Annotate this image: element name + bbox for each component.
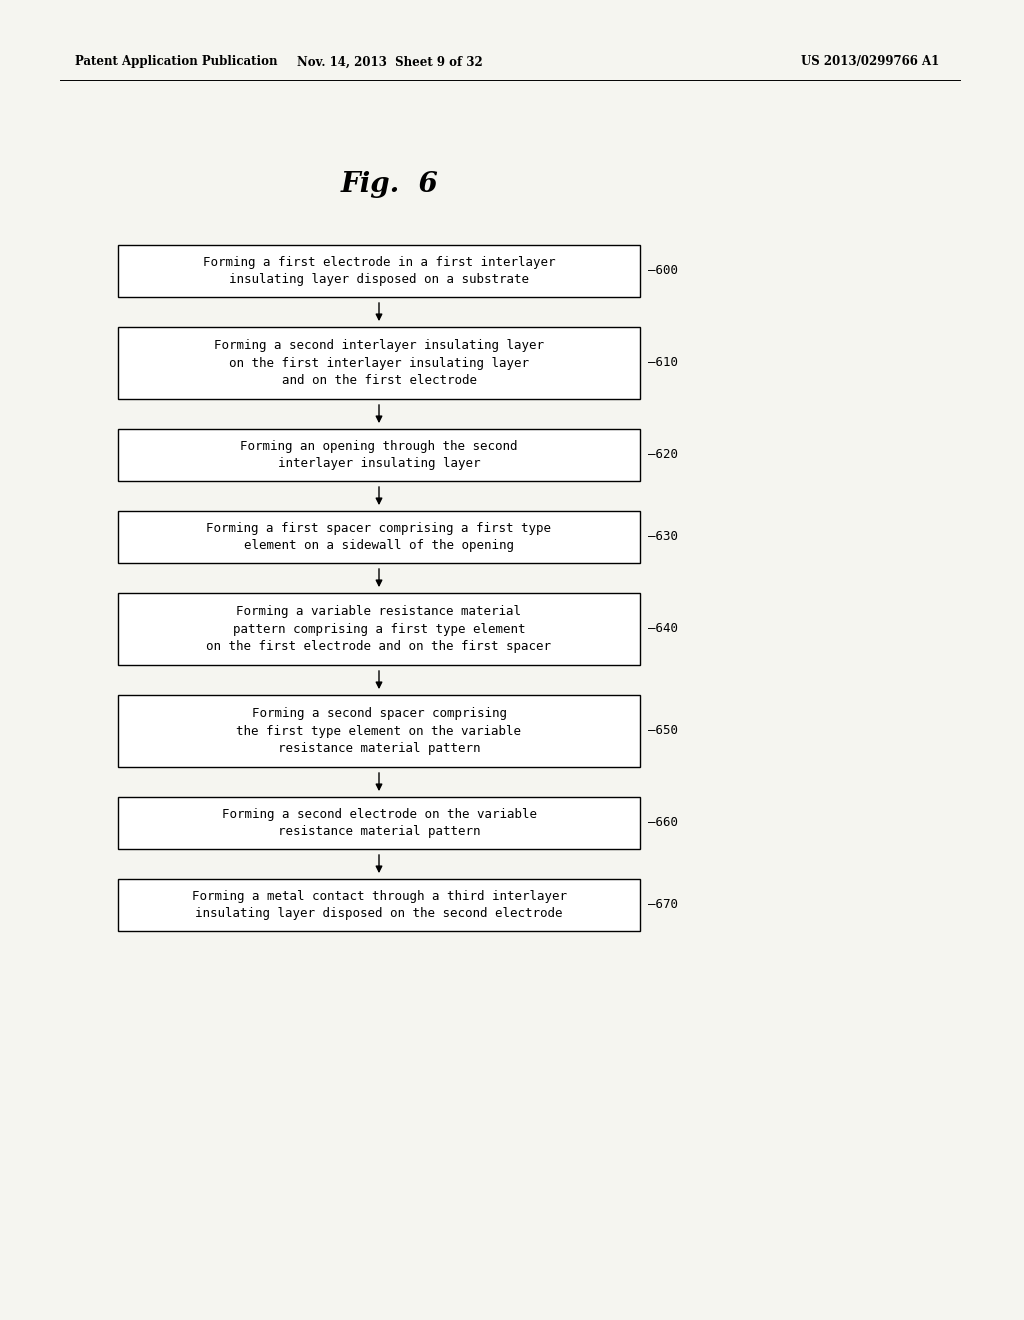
Bar	[118, 327, 640, 399]
Text: Forming a metal contact through a third interlayer
insulating layer disposed on : Forming a metal contact through a third …	[191, 890, 566, 920]
Text: Forming a second spacer comprising
the first type element on the variable
resist: Forming a second spacer comprising the f…	[237, 708, 521, 755]
Text: —640: —640	[648, 623, 678, 635]
Text: —650: —650	[648, 725, 678, 738]
Bar	[118, 593, 640, 665]
Text: Patent Application Publication: Patent Application Publication	[75, 55, 278, 69]
Text: —660: —660	[648, 817, 678, 829]
Bar	[118, 797, 640, 849]
Bar	[118, 246, 640, 297]
Text: —630: —630	[648, 531, 678, 544]
Text: Forming a second electrode on the variable
resistance material pattern: Forming a second electrode on the variab…	[221, 808, 537, 838]
Text: —600: —600	[648, 264, 678, 277]
Text: Forming a second interlayer insulating layer
on the first interlayer insulating : Forming a second interlayer insulating l…	[214, 339, 544, 387]
Bar	[118, 696, 640, 767]
Text: Forming an opening through the second
interlayer insulating layer: Forming an opening through the second in…	[241, 440, 518, 470]
Bar	[118, 511, 640, 564]
Text: Forming a variable resistance material
pattern comprising a first type element
o: Forming a variable resistance material p…	[207, 605, 552, 653]
Bar	[118, 429, 640, 480]
Bar	[118, 879, 640, 931]
Text: Forming a first electrode in a first interlayer
insulating layer disposed on a s: Forming a first electrode in a first int…	[203, 256, 555, 286]
Text: US 2013/0299766 A1: US 2013/0299766 A1	[801, 55, 939, 69]
Text: Nov. 14, 2013  Sheet 9 of 32: Nov. 14, 2013 Sheet 9 of 32	[297, 55, 483, 69]
Text: —610: —610	[648, 356, 678, 370]
Text: —620: —620	[648, 449, 678, 462]
Text: —670: —670	[648, 899, 678, 912]
Text: Forming a first spacer comprising a first type
element on a sidewall of the open: Forming a first spacer comprising a firs…	[207, 521, 552, 552]
Text: Fig.  6: Fig. 6	[341, 172, 439, 198]
